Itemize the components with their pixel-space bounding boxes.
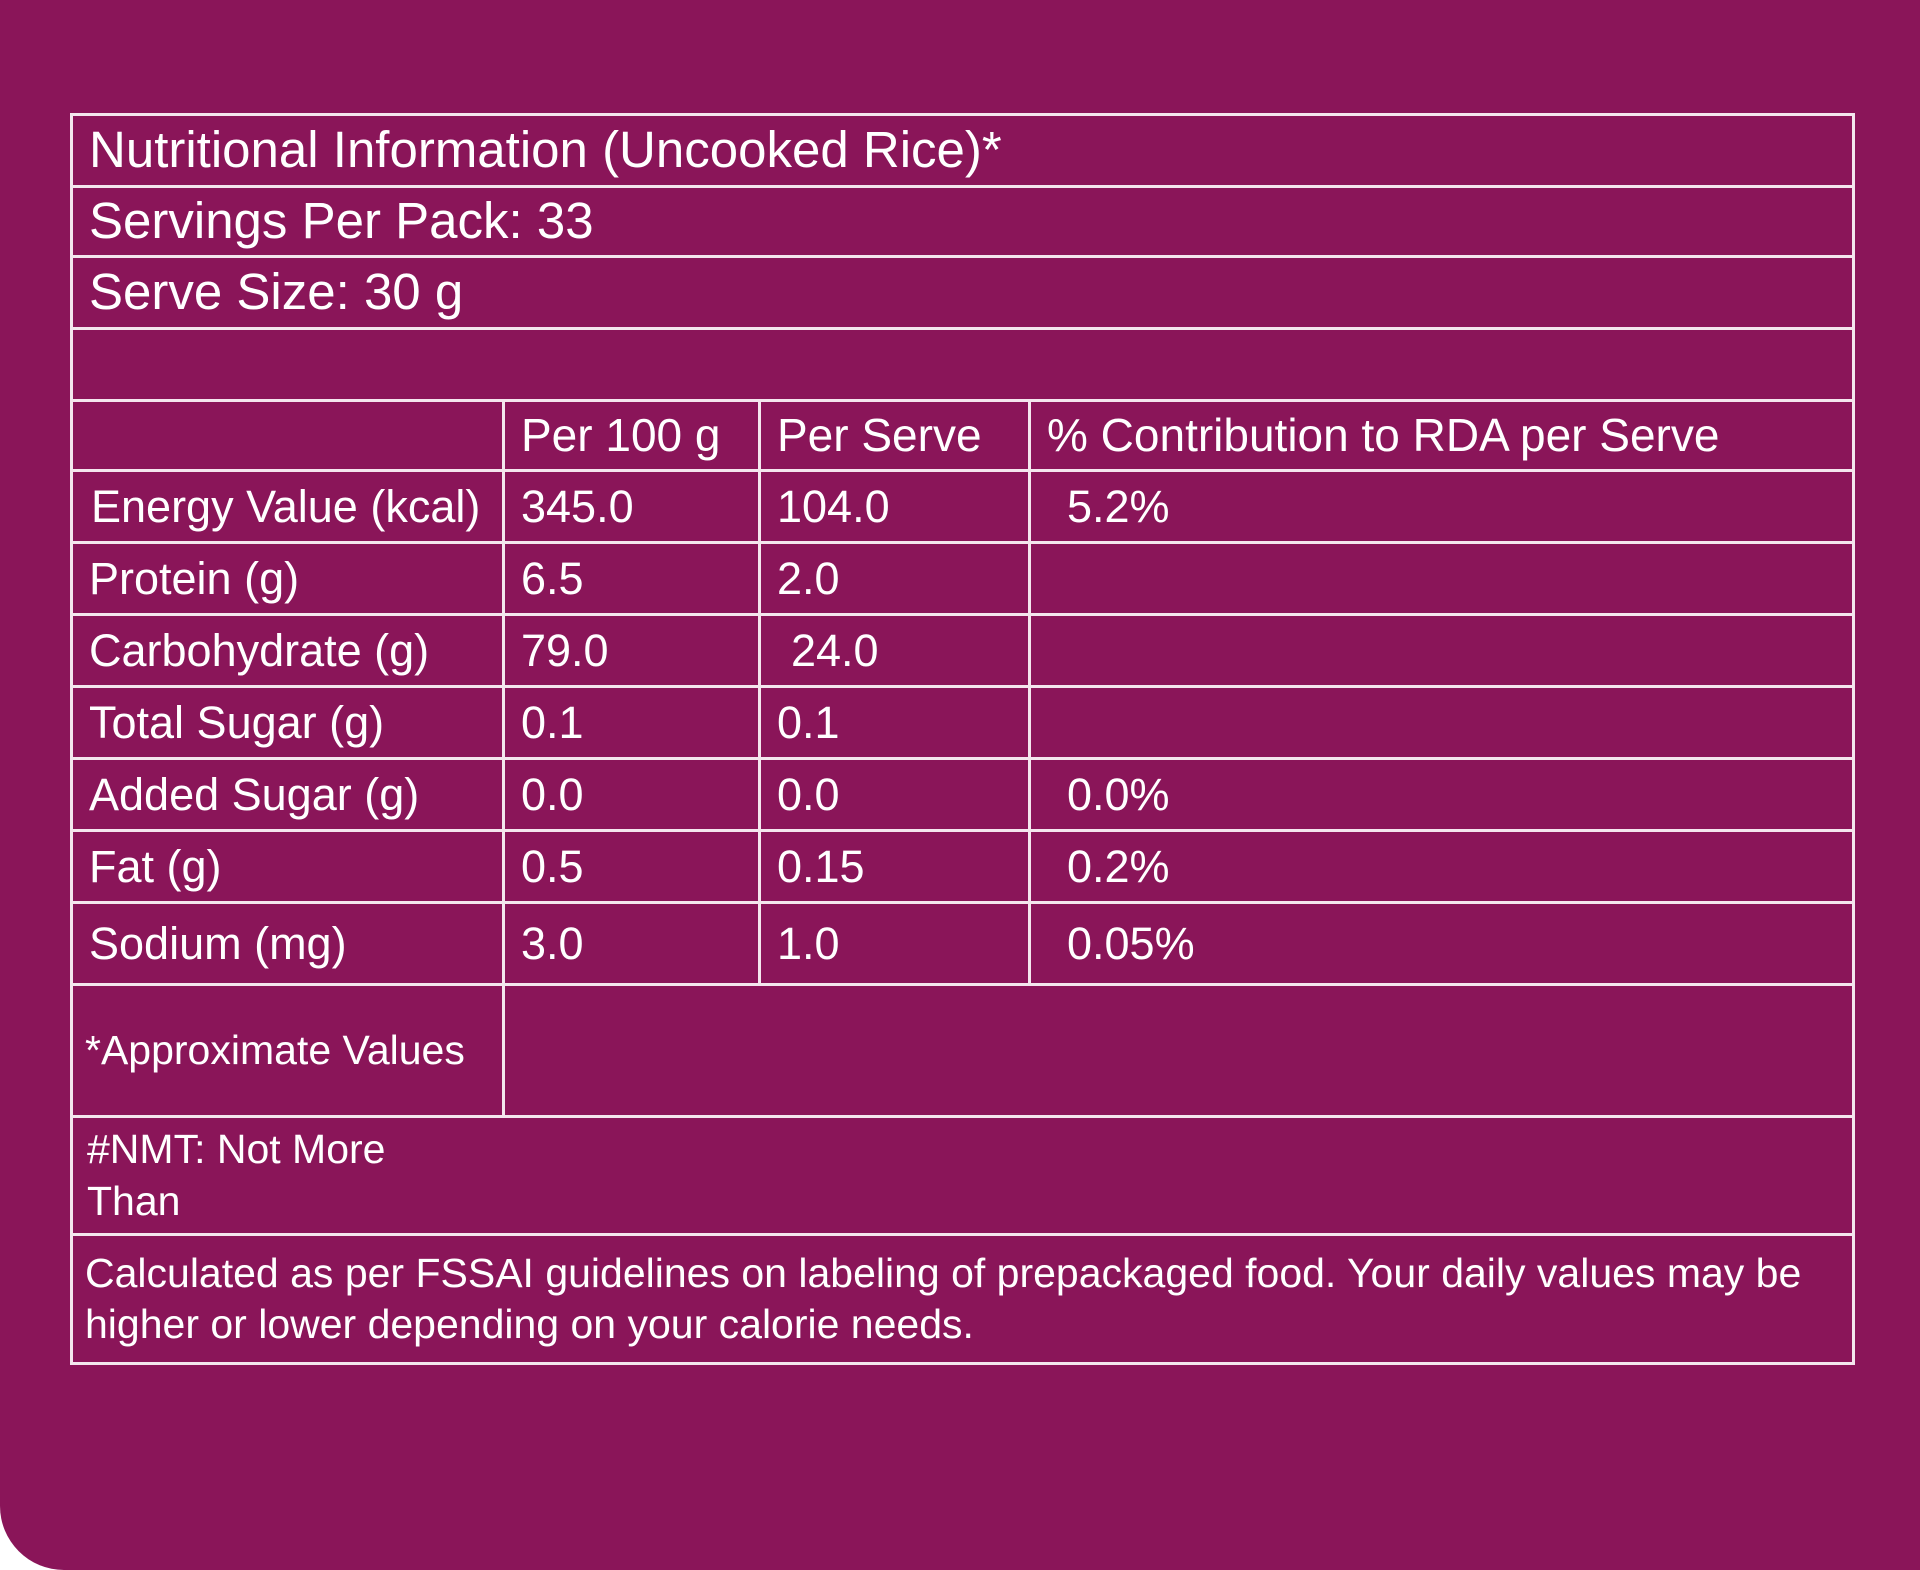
nmt-note-row: #NMT: Not More Than bbox=[69, 1115, 1856, 1236]
nutrient-name: Fat (g) bbox=[70, 829, 505, 904]
serve-size: Serve Size: 30 g bbox=[69, 255, 1856, 330]
table-row: Added Sugar (g) 0.0 0.0 0.0% bbox=[70, 757, 1856, 832]
table-title: Nutritional Information (Uncooked Rice)* bbox=[69, 113, 1856, 188]
fssai-note-text: Calculated as per FSSAI guidelines on la… bbox=[85, 1249, 1802, 1347]
rda-value: 0.05% bbox=[1027, 901, 1856, 986]
rda-value bbox=[1027, 685, 1856, 760]
nutrient-name: Total Sugar (g) bbox=[70, 685, 505, 760]
per-100g-value: 6.5 bbox=[502, 541, 761, 616]
per-serve-value: 24.0 bbox=[758, 613, 1031, 688]
rda-value: 5.2% bbox=[1027, 469, 1856, 544]
per-serve-value: 2.0 bbox=[758, 541, 1031, 616]
per-100g-value: 345.0 bbox=[502, 469, 761, 544]
nutrient-name: Protein (g) bbox=[70, 541, 505, 616]
column-header: Per 100 g bbox=[502, 399, 761, 472]
table-row: Fat (g) 0.5 0.15 0.2% bbox=[70, 829, 1856, 904]
spacer-row bbox=[69, 327, 1856, 402]
servings-row: Servings Per Pack: 33 bbox=[69, 185, 1856, 258]
empty-cell bbox=[69, 327, 1856, 402]
rda-value bbox=[1027, 613, 1856, 688]
table-row: Carbohydrate (g) 79.0 24.0 bbox=[70, 613, 1856, 688]
column-header: % Contribution to RDA per Serve bbox=[1027, 399, 1856, 472]
nmt-note-text: #NMT: Not More Than bbox=[87, 1126, 386, 1224]
fssai-note: Calculated as per FSSAI guidelines on la… bbox=[69, 1233, 1856, 1365]
per-100g-value: 0.5 bbox=[502, 829, 761, 904]
serve-size-row: Serve Size: 30 g bbox=[69, 255, 1856, 330]
title-row: Nutritional Information (Uncooked Rice)* bbox=[69, 113, 1856, 188]
column-header bbox=[70, 399, 505, 472]
per-serve-value: 104.0 bbox=[758, 469, 1031, 544]
column-header: Per Serve bbox=[758, 399, 1031, 472]
per-100g-value: 3.0 bbox=[502, 901, 761, 986]
approx-note-row: *Approximate Values bbox=[70, 983, 1856, 1118]
nutrition-table: Nutritional Information (Uncooked Rice)*… bbox=[69, 113, 1856, 1365]
per-serve-value: 1.0 bbox=[758, 901, 1031, 986]
servings-per-pack: Servings Per Pack: 33 bbox=[69, 185, 1856, 258]
fssai-note-row: Calculated as per FSSAI guidelines on la… bbox=[69, 1233, 1856, 1365]
nutrient-name: Sodium (mg) bbox=[70, 901, 505, 986]
nmt-note: #NMT: Not More Than bbox=[69, 1115, 1856, 1236]
empty-cell bbox=[501, 983, 1856, 1118]
rda-value bbox=[1027, 541, 1856, 616]
nutrient-name: Added Sugar (g) bbox=[70, 757, 505, 832]
per-100g-value: 0.1 bbox=[502, 685, 761, 760]
per-serve-value: 0.15 bbox=[758, 829, 1031, 904]
nutrient-name: Energy Value (kcal) bbox=[70, 469, 505, 544]
table-row: Total Sugar (g) 0.1 0.1 bbox=[70, 685, 1856, 760]
per-100g-value: 0.0 bbox=[502, 757, 761, 832]
table-row: Energy Value (kcal) 345.0 104.0 5.2% bbox=[70, 469, 1856, 544]
per-serve-value: 0.0 bbox=[758, 757, 1031, 832]
rda-value: 0.2% bbox=[1027, 829, 1856, 904]
column-header-row: Per 100 g Per Serve % Contribution to RD… bbox=[70, 399, 1856, 472]
approx-note: *Approximate Values bbox=[70, 983, 505, 1118]
table-row: Sodium (mg) 3.0 1.0 0.05% bbox=[70, 901, 1856, 986]
rda-value: 0.0% bbox=[1027, 757, 1856, 832]
per-serve-value: 0.1 bbox=[758, 685, 1031, 760]
per-100g-value: 79.0 bbox=[502, 613, 761, 688]
nutrient-name: Carbohydrate (g) bbox=[70, 613, 505, 688]
table-row: Protein (g) 6.5 2.0 bbox=[70, 541, 1856, 616]
